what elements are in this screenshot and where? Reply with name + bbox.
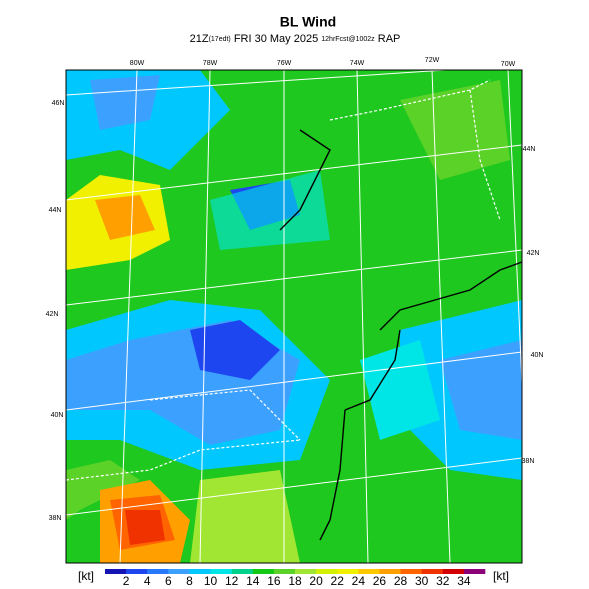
- lon-labels: 80W 78W 76W 74W 72W 70W: [130, 57, 516, 68]
- colorbar-label: 18: [288, 574, 302, 588]
- colorbar-bin: [147, 569, 169, 574]
- colorbar-bin: [105, 569, 127, 574]
- colorbar-label: 30: [415, 574, 429, 588]
- colorbar-label: 16: [267, 574, 281, 588]
- lon-label: 72W: [425, 57, 440, 64]
- colorbar-label: 2: [123, 574, 130, 588]
- colorbar-bin: [400, 569, 422, 574]
- lon-label: 78W: [203, 60, 218, 67]
- lat-label: 40N: [51, 412, 64, 419]
- map-title: BL Wind: [280, 14, 336, 30]
- model-name: RAP: [378, 33, 401, 45]
- lat-label: 44N: [49, 207, 62, 214]
- colorbar-label: 26: [373, 574, 387, 588]
- colorbar-label: 22: [331, 574, 345, 588]
- lat-labels: 46N 44N 42N 40N 38N 44N 42N 40N 38N: [46, 100, 544, 522]
- lat-label: 42N: [527, 250, 540, 257]
- map-subtitle: 21Z(17edt) FRI 30 May 2025 12hrFcst@1002…: [190, 33, 401, 45]
- local-time: (17edt): [209, 36, 231, 43]
- colorbar-label: 6: [165, 574, 172, 588]
- colorbar-bin: [442, 569, 465, 574]
- colorbar-bin: [295, 569, 317, 574]
- colorbar-label: 4: [144, 574, 151, 588]
- valid-date: FRI 30 May 2025: [234, 33, 318, 45]
- colorbar-label: 8: [186, 574, 193, 588]
- lon-label: 70W: [501, 61, 516, 68]
- colorbar-label: 24: [352, 574, 366, 588]
- colorbar-bin: [231, 569, 254, 574]
- colorbar-label: 20: [309, 574, 323, 588]
- map-field: [66, 70, 522, 563]
- valid-time: 21Z: [190, 33, 209, 45]
- colorbar-bin: [358, 569, 380, 574]
- forecast-info: 12hrFcst@1002z: [321, 36, 375, 43]
- lat-label: 38N: [522, 458, 535, 465]
- lat-label: 44N: [523, 146, 536, 153]
- colorbar-bin: [210, 569, 232, 574]
- colorbar-bin: [252, 569, 275, 574]
- lon-label: 76W: [277, 60, 292, 67]
- colorbar: 2 4 6 8 10 12 14 16 18 20 22 24 26 28 30 32 34: [105, 569, 486, 588]
- colorbar-bin: [126, 569, 148, 574]
- colorbar-bin: [168, 569, 190, 574]
- unit-label: [kt]: [493, 569, 509, 583]
- lat-label: 40N: [531, 352, 544, 359]
- colorbar-bin: [337, 569, 359, 574]
- lon-label: 80W: [130, 60, 145, 67]
- colorbar-label: 10: [204, 574, 218, 588]
- map-frame: [65, 69, 523, 564]
- unit-label: [kt]: [78, 569, 94, 583]
- lat-label: 38N: [49, 515, 62, 522]
- lat-label: 46N: [52, 100, 65, 107]
- colorbar-label: 14: [246, 574, 260, 588]
- colorbar-bin: [463, 569, 486, 574]
- colorbar-bin: [273, 569, 296, 574]
- colorbar-bin: [379, 569, 401, 574]
- colorbar-label: 32: [436, 574, 450, 588]
- colorbar-label: 12: [225, 574, 239, 588]
- colorbar-bin: [421, 569, 444, 574]
- lat-label: 42N: [46, 311, 59, 318]
- colorbar-bin: [189, 569, 211, 574]
- colorbar-bin: [316, 569, 338, 574]
- colorbar-label: 34: [457, 574, 471, 588]
- colorbar-label: 28: [394, 574, 408, 588]
- lon-label: 74W: [350, 60, 365, 67]
